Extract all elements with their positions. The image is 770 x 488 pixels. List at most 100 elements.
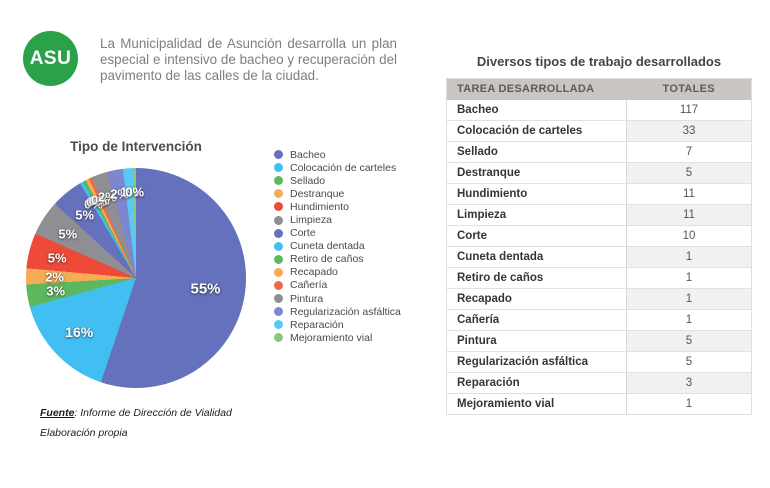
legend-label: Hundimiento [290, 200, 349, 213]
pie-slice-label: 5% [58, 226, 78, 241]
task-cell: Destranque [446, 162, 627, 184]
legend-swatch-icon [274, 189, 283, 199]
legend-item: Cuneta dentada [274, 240, 401, 253]
table-row: Pintura 5 [446, 330, 752, 352]
legend-swatch-icon [274, 241, 283, 251]
legend-swatch-icon [274, 150, 283, 160]
pie-slice-label: 0% [84, 196, 103, 211]
table-row: Colocación de carteles 33 [446, 120, 752, 142]
legend-label: Bacheo [290, 148, 326, 161]
legend-label: Recapado [290, 266, 338, 279]
total-cell: 1 [626, 288, 752, 310]
legend-item: Corte [274, 227, 401, 240]
legend-item: Sellado [274, 174, 401, 187]
legend-label: Destranque [290, 187, 345, 200]
source-label: Fuente [40, 407, 75, 419]
pie-slice-label: 0% [86, 194, 106, 210]
table-row: Cuneta dentada 1 [446, 246, 752, 268]
legend-label: Regularización asfáltica [290, 305, 401, 318]
legend-swatch-icon [274, 294, 283, 304]
legend-swatch-icon [274, 215, 283, 225]
legend-swatch-icon [274, 163, 283, 173]
source-line2: Elaboración propia [40, 427, 128, 439]
source-line1: Fuente: Informe de Dirección de Vialidad [40, 403, 232, 423]
legend-label: Colocación de carteles [290, 161, 397, 174]
legend-item: Limpieza [274, 213, 401, 226]
table-row: Bacheo 117 [446, 99, 752, 121]
table-row: Recapado 1 [446, 288, 752, 310]
task-cell: Recapado [446, 288, 627, 310]
task-cell: Colocación de carteles [446, 120, 627, 142]
task-cell: Limpieza [446, 204, 627, 226]
total-cell: 33 [626, 120, 752, 142]
task-cell: Cuneta dentada [446, 246, 627, 268]
total-cell: 1 [626, 393, 752, 415]
legend-swatch-icon [274, 254, 283, 264]
table-row: Limpieza 11 [446, 204, 752, 226]
total-cell: 117 [626, 99, 752, 121]
legend-label: Cuneta dentada [290, 240, 365, 253]
legend-item: Recapado [274, 266, 401, 279]
total-cell: 3 [626, 372, 752, 394]
legend-item: Reparación [274, 318, 401, 331]
pie-slice-label: 2% [45, 269, 64, 285]
total-cell: 5 [626, 162, 752, 184]
legend-item: Pintura [274, 292, 401, 305]
task-cell: Cañería [446, 309, 627, 331]
task-cell: Sellado [446, 141, 627, 163]
pie-slice-label: 5% [47, 250, 67, 266]
total-cell: 1 [626, 246, 752, 268]
legend-swatch-icon [274, 307, 283, 317]
legend-item: Destranque [274, 187, 401, 200]
total-cell: 5 [626, 330, 752, 352]
task-cell: Mejoramiento vial [446, 393, 627, 415]
legend-swatch-icon [274, 228, 283, 238]
task-cell: Regularización asfáltica [446, 351, 627, 373]
pie-slice-label: 16% [65, 323, 94, 340]
table-row: Sellado 7 [446, 141, 752, 163]
asu-logo: ASU [23, 31, 78, 86]
task-cell: Pintura [446, 330, 627, 352]
legend-label: Corte [290, 227, 316, 240]
legend-label: Cañería [290, 279, 328, 292]
col-header-total: TOTALES [626, 78, 752, 100]
total-cell: 11 [626, 183, 752, 205]
pie-slice-label: 0% [125, 184, 145, 200]
legend-swatch-icon [274, 320, 283, 330]
table-row: Destranque 5 [446, 162, 752, 184]
table-title: Diversos tipos de trabajo desarrollados [476, 54, 722, 69]
table-row: Mejoramiento vial 1 [446, 393, 752, 415]
table-row: Corte 10 [446, 225, 752, 247]
legend-label: Mejoramiento vial [290, 331, 373, 344]
total-cell: 1 [626, 267, 752, 289]
legend-swatch-icon [274, 280, 283, 290]
table-row: Regularización asfáltica 5 [446, 351, 752, 373]
task-cell: Retiro de caños [446, 267, 627, 289]
total-cell: 10 [626, 225, 752, 247]
legend-label: Sellado [290, 174, 326, 187]
legend-swatch-icon [274, 267, 283, 277]
task-cell: Hundimiento [446, 183, 627, 205]
table-row: Retiro de caños 1 [446, 267, 752, 289]
asu-logo-text: ASU [29, 47, 72, 69]
legend-item: Cañería [274, 279, 401, 292]
pie-slice-label: 0% [90, 192, 110, 208]
table-row: Reparación 3 [446, 372, 752, 394]
legend-swatch-icon [274, 333, 283, 343]
source-note: Fuente: Informe de Dirección de Vialidad… [40, 403, 232, 443]
legend-item: Retiro de caños [274, 253, 401, 266]
pie-slice-label: 2% [97, 189, 117, 205]
task-cell: Bacheo [446, 99, 627, 121]
pie-slice-label: 3% [46, 283, 66, 299]
work-table-section: Diversos tipos de trabajo desarrollados … [446, 54, 752, 415]
pie-slice-label: 55% [190, 280, 221, 298]
total-cell: 11 [626, 204, 752, 226]
legend-label: Retiro de caños [290, 253, 364, 266]
pie-slice-label: 0% [88, 193, 108, 209]
table-header: TAREA DESARROLLADA TOTALES [446, 78, 752, 100]
total-cell: 7 [626, 141, 752, 163]
legend-item: Bacheo [274, 148, 401, 161]
legend-label: Reparación [290, 318, 344, 331]
work-table: TAREA DESARROLLADA TOTALES Bacheo 117 Colo… [446, 78, 752, 415]
